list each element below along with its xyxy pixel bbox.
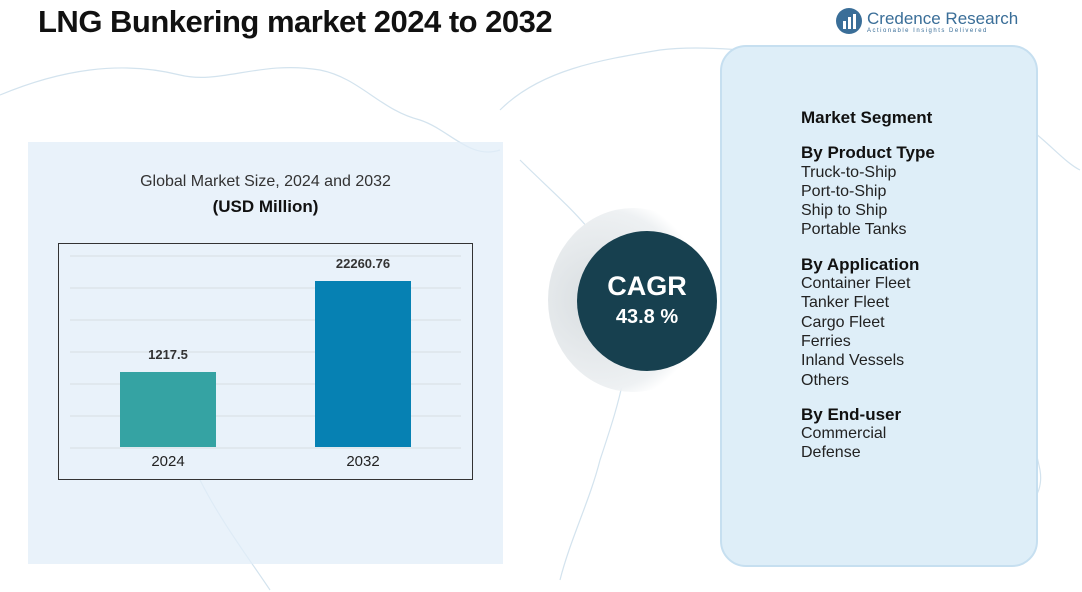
segment-heading: Market Segment xyxy=(801,108,933,127)
market-segment-list: Market Segment By Product Type Truck-to-S… xyxy=(801,108,935,478)
x-tick-label: 2024 xyxy=(151,453,184,470)
logo-bars-icon xyxy=(836,8,862,34)
segment-group-title: By Application xyxy=(801,254,920,274)
bar-2032 xyxy=(315,281,411,447)
bar-2024 xyxy=(120,372,216,447)
segment-item: Tanker Fleet xyxy=(801,294,890,312)
logo-name: Credence Research xyxy=(867,8,1019,28)
segment-item: Cargo Fleet xyxy=(801,313,885,331)
segment-group-title: By End-user xyxy=(801,404,902,424)
segment-item: Port-to-Ship xyxy=(801,182,887,200)
segment-item: Defense xyxy=(801,444,861,462)
chart-title: Global Market Size, 2024 and 2032 xyxy=(140,173,391,190)
segment-group: By Application Container Fleet Tanker Flee… xyxy=(801,255,935,390)
segment-item: Ship to Ship xyxy=(801,202,888,220)
x-tick-label: 2032 xyxy=(346,453,379,470)
chart-panel xyxy=(28,142,503,564)
cagr-badge: CAGR 43.8 % xyxy=(577,231,717,371)
logo-tagline: Actionable Insights Delivered xyxy=(867,27,988,34)
bar-chart: 1217.5 2024 22260.76 2032 xyxy=(70,255,461,470)
data-label: 22260.76 xyxy=(336,256,390,271)
segment-item: Others xyxy=(801,371,850,389)
segment-item: Ferries xyxy=(801,332,851,350)
segment-item: Truck-to-Ship xyxy=(801,163,897,181)
page-title: LNG Bunkering market 2024 to 2032 xyxy=(38,4,553,39)
segment-item: Container Fleet xyxy=(801,275,911,293)
segment-item: Portable Tanks xyxy=(801,221,907,239)
segment-item: Inland Vessels xyxy=(801,352,905,370)
segment-panel xyxy=(720,45,1038,567)
segment-group: By End-user Commercial Defense xyxy=(801,405,935,463)
data-label: 1217.5 xyxy=(148,347,188,362)
chart-frame xyxy=(58,243,473,480)
segment-group: By Product Type Truck-to-Ship Port-to-Ship… xyxy=(801,143,935,239)
cagr-label: CAGR xyxy=(607,271,687,301)
cagr-value: 43.8 % xyxy=(615,306,679,328)
segment-group-title: By Product Type xyxy=(801,143,935,163)
chart-unit: (USD Million) xyxy=(212,197,319,216)
segment-item: Commercial xyxy=(801,425,887,443)
credence-research-logo: Credence Research Actionable Insights Del… xyxy=(836,8,1018,34)
